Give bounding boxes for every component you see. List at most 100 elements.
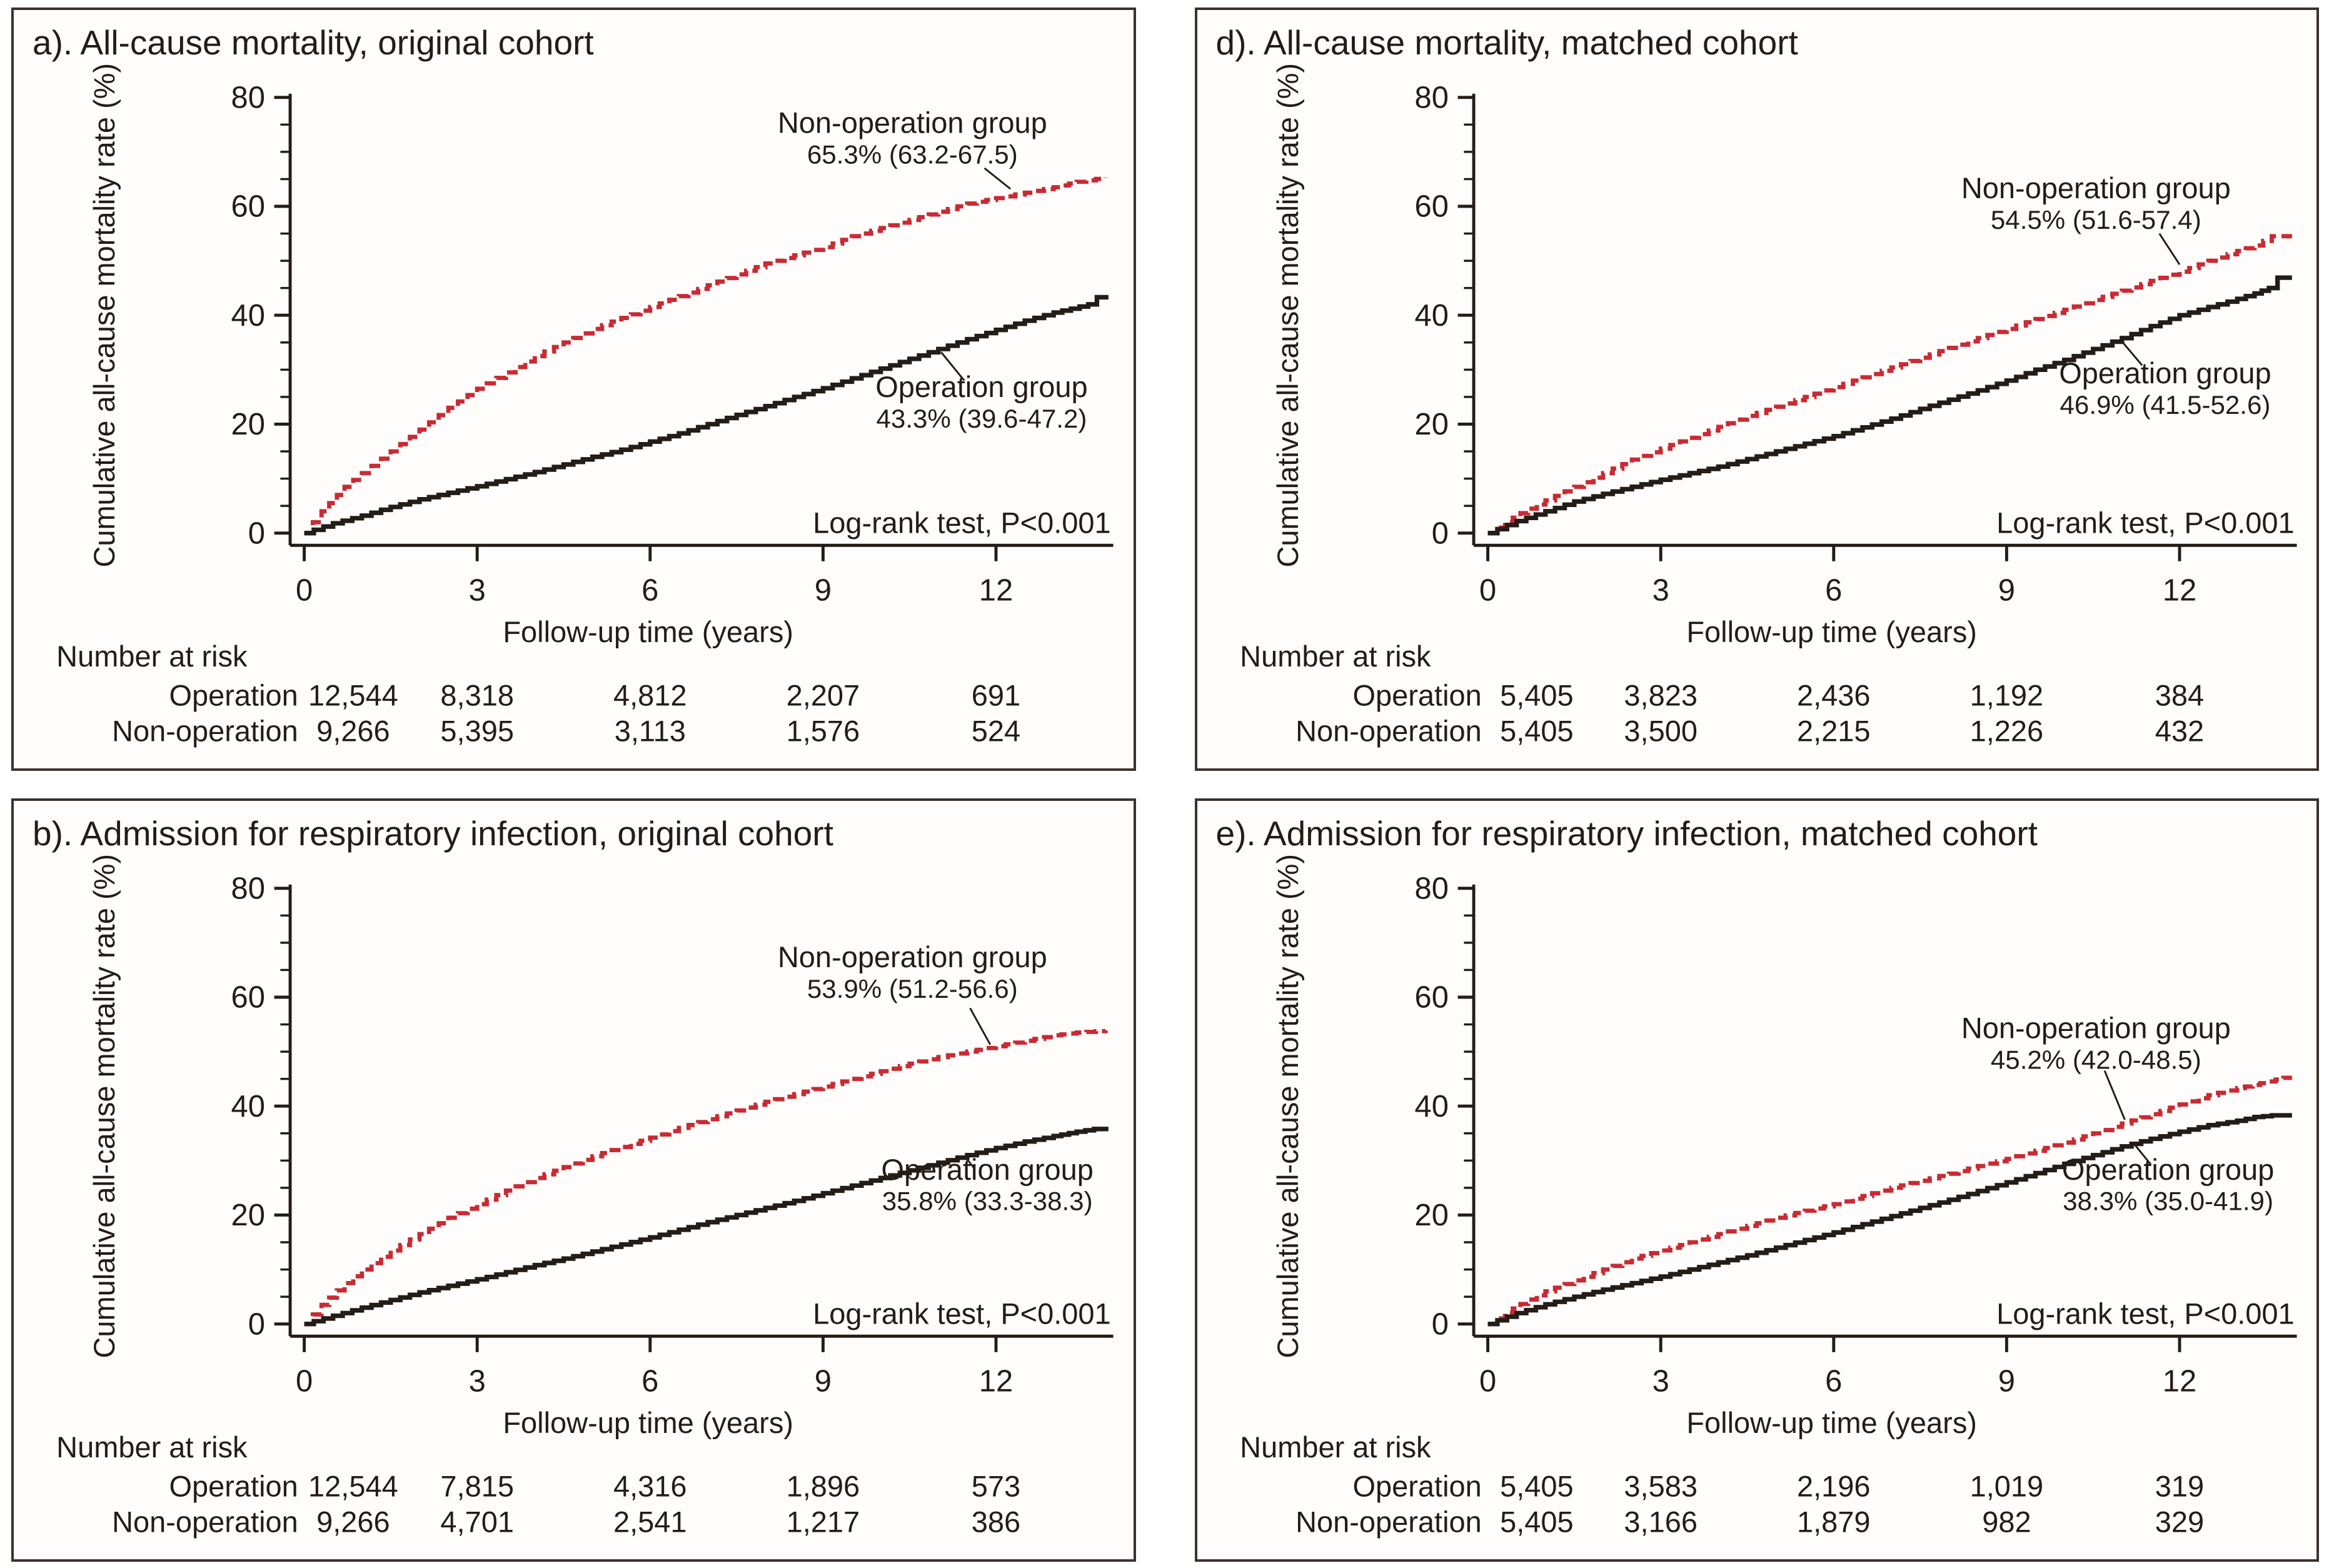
x-axis-title: Follow-up time (years) (503, 615, 793, 648)
operation-group-curve (1487, 1112, 2292, 1326)
logrank-label: Log-rank test, P<0.001 (1996, 1297, 2295, 1330)
risk-count: 12,544 (308, 678, 398, 711)
logrank-label: Log-rank test, P<0.001 (813, 1297, 1111, 1330)
operation-group-annotation-name: Operation group (2061, 1152, 2273, 1185)
panel-b-title: b). Admission for respiratory infection,… (33, 814, 833, 853)
x-tick-label: 0 (296, 573, 313, 607)
risk-row-group: Non-operation (1295, 1505, 1482, 1538)
y-tick-label: 20 (231, 408, 265, 441)
operation-group-leader-line (2121, 340, 2143, 366)
number-at-risk-label: Number at risk (56, 1430, 248, 1464)
x-tick-label: 12 (979, 573, 1013, 607)
non-operation-group-annotation-name: Non-operation group (1961, 1011, 2230, 1044)
risk-count: 4,316 (613, 1469, 687, 1502)
panel-e-plot-host: 0 20 40 60 80 0 3 6 9 12 Cumulative all-cause mort… (1197, 853, 2317, 1560)
y-tick-label: 0 (1431, 1307, 1448, 1341)
operation-group-annotation-name: Operation group (875, 369, 1087, 403)
risk-count: 1,576 (787, 714, 860, 747)
risk-count: 8,318 (440, 678, 514, 711)
number-at-risk-label: Number at risk (56, 640, 248, 673)
risk-count: 384 (2155, 678, 2203, 711)
risk-count: 3,823 (1624, 678, 1698, 711)
risk-count: 4,812 (613, 678, 687, 711)
risk-count: 12,544 (308, 1469, 398, 1502)
y-axis-title: Cumulative all-cause mortality rate (%) (1271, 63, 1304, 567)
y-tick-label: 0 (248, 516, 265, 550)
risk-count: 1,226 (1969, 714, 2043, 747)
risk-count: 7,815 (440, 1469, 514, 1502)
y-tick-label: 20 (1414, 1199, 1448, 1232)
x-tick-label: 3 (1652, 1364, 1669, 1398)
x-axis-title: Follow-up time (years) (1686, 615, 1977, 648)
km-plot-b: 0 20 40 60 80 0 3 6 9 12 Cumulative all-cause mort… (56, 853, 1114, 1538)
risk-count: 1,192 (1969, 678, 2043, 711)
non-operation-group-leader-line (2103, 1070, 2126, 1120)
y-tick-label: 60 (1414, 189, 1448, 223)
y-tick-label: 60 (231, 189, 265, 223)
y-tick-label: 80 (1414, 872, 1448, 905)
panel-e-title: e). Admission for respiratory infection,… (1215, 814, 2038, 853)
x-tick-label: 6 (641, 573, 658, 607)
non-operation-group-annotation-name: Non-operation group (778, 940, 1047, 973)
risk-count: 3,500 (1624, 714, 1698, 747)
x-tick-label: 3 (1652, 573, 1669, 607)
x-tick-label: 6 (1825, 1364, 1842, 1398)
risk-row-group: Non-operation (112, 714, 298, 747)
y-tick-label: 40 (1414, 1089, 1448, 1123)
x-tick-label: 6 (641, 1364, 658, 1398)
risk-row-group: Operation (1352, 1469, 1481, 1502)
risk-count: 2,541 (613, 1505, 687, 1538)
risk-count: 386 (972, 1505, 1020, 1538)
risk-count: 2,207 (787, 678, 860, 711)
risk-row-group: Non-operation (112, 1505, 298, 1538)
y-tick-label: 80 (1414, 81, 1448, 114)
y-tick-label: 40 (231, 298, 265, 332)
x-tick-label: 9 (1998, 573, 2015, 607)
y-tick-label: 80 (231, 872, 265, 905)
x-tick-label: 3 (469, 1364, 486, 1398)
risk-count: 1,879 (1797, 1505, 1871, 1538)
operation-group-annotation-estimate: 38.3% (35.0-41.9) (2063, 1186, 2273, 1215)
x-tick-label: 3 (469, 573, 486, 607)
risk-row-group: Operation (169, 1469, 298, 1502)
km-plot-d: 0 20 40 60 80 0 3 6 9 12 Cumulative all-cause mort… (1240, 63, 2297, 747)
y-axis-title: Cumulative all-cause mortality rate (%) (1271, 853, 1304, 1358)
risk-count: 5,395 (440, 714, 514, 747)
y-tick-label: 80 (231, 81, 265, 114)
operation-group-annotation-estimate: 43.3% (39.6-47.2) (877, 403, 1087, 433)
operation-group-annotation-estimate: 46.9% (41.5-52.6) (2060, 390, 2270, 420)
panel-a: a). All-cause mortality, original cohort… (11, 8, 1136, 771)
risk-count: 524 (972, 714, 1020, 747)
risk-row-group: Operation (169, 678, 298, 711)
x-tick-label: 12 (2162, 1364, 2196, 1398)
x-axis-title: Follow-up time (years) (503, 1405, 793, 1439)
number-at-risk-label: Number at risk (1240, 640, 1431, 673)
y-tick-label: 20 (1414, 408, 1448, 441)
non-operation-group-leader-line (983, 167, 1011, 189)
non-operation-group-annotation-estimate: 65.3% (63.2-67.5) (807, 139, 1018, 169)
risk-count: 5,405 (1500, 714, 1574, 747)
operation-group-leader-line (940, 351, 965, 381)
non-operation-group-curve (1487, 233, 2292, 535)
risk-count: 573 (972, 1469, 1020, 1502)
panel-a-title: a). All-cause mortality, original cohort (33, 23, 594, 62)
panel-b: b). Admission for respiratory infection,… (11, 798, 1136, 1562)
panel-d-title: d). All-cause mortality, matched cohort (1215, 23, 1798, 62)
risk-count: 5,405 (1500, 678, 1574, 711)
x-tick-label: 9 (815, 573, 832, 607)
axes (1457, 93, 2297, 561)
y-axis-title: Cumulative all-cause mortality rate (%) (88, 63, 121, 567)
logrank-label: Log-rank test, P<0.001 (813, 506, 1111, 539)
x-tick-label: 9 (815, 1364, 832, 1398)
non-operation-group-annotation-estimate: 53.9% (51.2-56.6) (807, 974, 1018, 1003)
x-tick-label: 0 (296, 1364, 313, 1398)
risk-row-group: Operation (1352, 678, 1481, 711)
x-axis-title: Follow-up time (years) (1686, 1405, 1977, 1439)
risk-count: 2,196 (1797, 1469, 1871, 1502)
risk-row-group: Non-operation (1295, 714, 1482, 747)
non-operation-group-annotation-estimate: 45.2% (42.0-48.5) (1990, 1045, 2201, 1074)
logrank-label: Log-rank test, P<0.001 (1996, 506, 2295, 539)
panel-e: e). Admission for respiratory infection,… (1194, 798, 2319, 1562)
risk-count: 1,896 (787, 1469, 860, 1502)
